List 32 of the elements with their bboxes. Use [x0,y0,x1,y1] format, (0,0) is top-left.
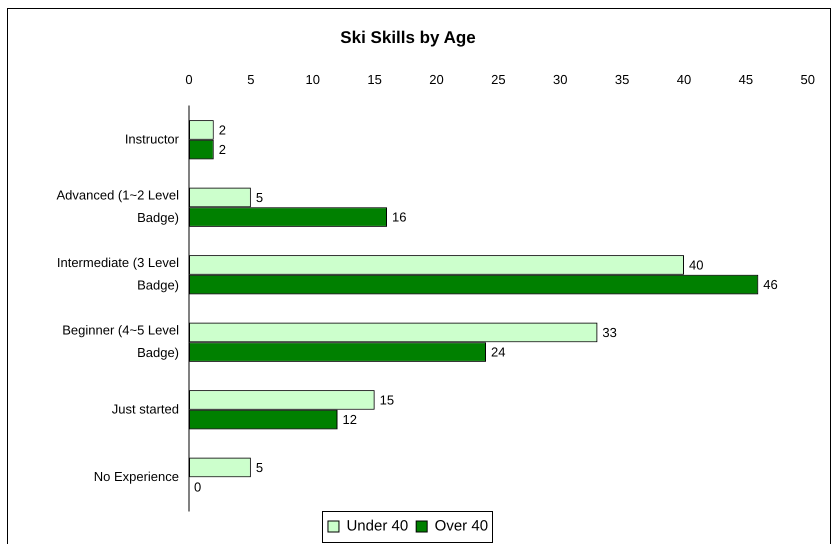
x-tick-label: 25 [491,72,506,87]
data-label: 46 [763,277,778,292]
x-tick-label: 35 [614,72,630,87]
x-tick-label: 10 [306,72,320,87]
x-tick-label: 40 [676,72,692,87]
data-label: 2 [218,142,226,158]
x-tick-label: 0 [185,72,193,87]
data-label: 33 [602,325,617,340]
legend-label: Over 40 [434,518,488,535]
y-tick-label: Beginner (4~5 Level Badge) [62,322,180,360]
data-label: 12 [342,412,357,428]
chart-title: Ski Skills by Age [340,28,476,47]
y-tick-label: Instructor [124,131,180,146]
data-label: 5 [256,190,264,206]
x-tick-label: 45 [738,72,754,87]
data-label: 2 [218,122,226,138]
data-label: 16 [392,210,406,225]
data-label: 40 [689,258,704,273]
y-tick-label: No Experience [94,468,179,484]
legend-label: Under 40 [346,518,408,535]
x-tick-label: 15 [367,72,382,87]
x-tick-label: 30 [553,72,568,87]
x-tick-label: 50 [800,72,816,87]
y-tick-label: Just started [112,401,179,416]
y-tick-label: Advanced (1~2 Level Badge) [56,187,180,226]
data-label: 5 [256,460,264,476]
data-label: 0 [194,480,202,495]
x-tick-label: 5 [247,72,254,87]
data-label: 24 [491,344,506,360]
y-tick-label: Intermediate (3 Level Badge) [56,254,180,293]
data-label: 15 [380,392,394,408]
x-tick-label: 20 [429,72,444,87]
